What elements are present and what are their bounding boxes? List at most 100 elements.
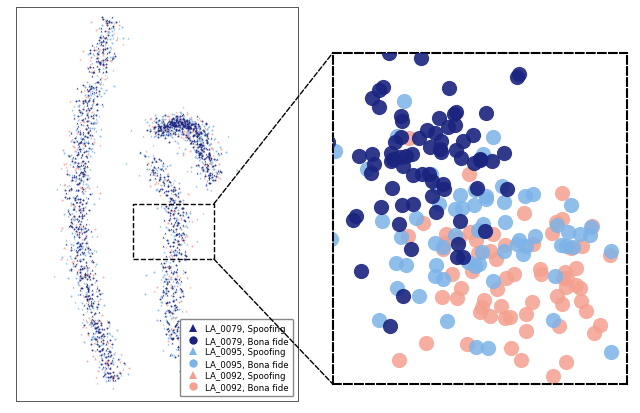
Point	[195, 142, 205, 149]
Point	[169, 236, 179, 242]
Point	[178, 329, 188, 335]
Point	[477, 228, 488, 235]
Point	[135, 149, 145, 156]
Point	[469, 202, 479, 209]
Point	[83, 264, 93, 271]
Point	[166, 267, 177, 273]
Point	[162, 123, 172, 129]
Point	[69, 195, 79, 202]
Point	[156, 203, 166, 209]
Point	[113, 375, 124, 381]
Point	[74, 103, 84, 109]
Point	[59, 183, 69, 189]
Point	[74, 163, 84, 169]
Point	[165, 133, 175, 139]
Point	[70, 168, 81, 174]
Point	[171, 332, 181, 339]
Point	[179, 237, 189, 244]
Point	[99, 62, 109, 69]
Point	[60, 195, 70, 201]
Point	[191, 126, 201, 133]
Point	[168, 307, 178, 314]
Point	[77, 201, 88, 208]
Point	[176, 134, 186, 141]
Point	[177, 341, 187, 347]
Point	[164, 124, 174, 131]
Point	[100, 56, 111, 62]
Point	[108, 355, 118, 362]
Point	[83, 285, 93, 291]
Point	[162, 123, 172, 130]
Point	[75, 256, 85, 263]
Point	[100, 56, 110, 63]
Point	[195, 124, 205, 131]
Point	[170, 218, 180, 225]
Point	[406, 152, 417, 158]
Point	[76, 223, 86, 230]
Point	[97, 346, 108, 352]
Point	[167, 120, 177, 127]
Point	[80, 272, 90, 278]
Point	[84, 107, 94, 114]
Point	[366, 171, 376, 177]
Point	[71, 275, 81, 282]
Point	[165, 212, 175, 218]
Point	[449, 111, 460, 118]
Point	[173, 232, 184, 238]
Point	[93, 334, 103, 340]
Point	[169, 120, 179, 126]
Point	[86, 228, 96, 235]
Point	[81, 324, 92, 331]
Point	[92, 320, 102, 327]
Point	[108, 67, 118, 74]
Point	[158, 125, 168, 131]
Point	[164, 307, 174, 313]
Point	[182, 123, 193, 130]
Point	[173, 221, 183, 227]
Point	[92, 102, 102, 108]
Point	[396, 114, 406, 121]
Point	[60, 181, 70, 188]
Point	[141, 166, 152, 173]
Point	[86, 61, 97, 68]
Point	[192, 134, 202, 141]
Point	[101, 377, 111, 384]
Point	[172, 120, 182, 126]
Point	[208, 152, 218, 159]
Point	[452, 241, 463, 248]
Point	[74, 129, 84, 136]
Point	[204, 149, 214, 156]
Point	[215, 167, 225, 174]
Legend: LA_0079, Spoofing, LA_0079, Bona fide, LA_0095, Spoofing, LA_0095, Bona fide, LA: LA_0079, Spoofing, LA_0079, Bona fide, L…	[180, 319, 293, 396]
Point	[92, 63, 102, 70]
Point	[183, 135, 193, 142]
Point	[81, 164, 92, 170]
Point	[211, 148, 221, 155]
Point	[184, 126, 195, 133]
Point	[185, 138, 195, 144]
Point	[109, 50, 119, 57]
Point	[173, 258, 184, 264]
Point	[195, 151, 205, 157]
Point	[83, 66, 93, 73]
Point	[91, 288, 101, 295]
Point	[94, 342, 104, 349]
Point	[59, 150, 69, 157]
Point	[102, 50, 112, 57]
Point	[166, 197, 176, 203]
Point	[83, 148, 93, 155]
Point	[83, 299, 93, 305]
Point	[76, 285, 86, 292]
Point	[185, 129, 195, 136]
Point	[175, 273, 185, 280]
Point	[73, 161, 83, 167]
Point	[157, 117, 168, 123]
Point	[202, 121, 212, 127]
Point	[90, 325, 100, 332]
Point	[89, 136, 99, 142]
Point	[189, 126, 199, 133]
Point	[72, 231, 83, 237]
Point	[165, 198, 175, 204]
Point	[63, 206, 74, 213]
Point	[68, 163, 79, 170]
